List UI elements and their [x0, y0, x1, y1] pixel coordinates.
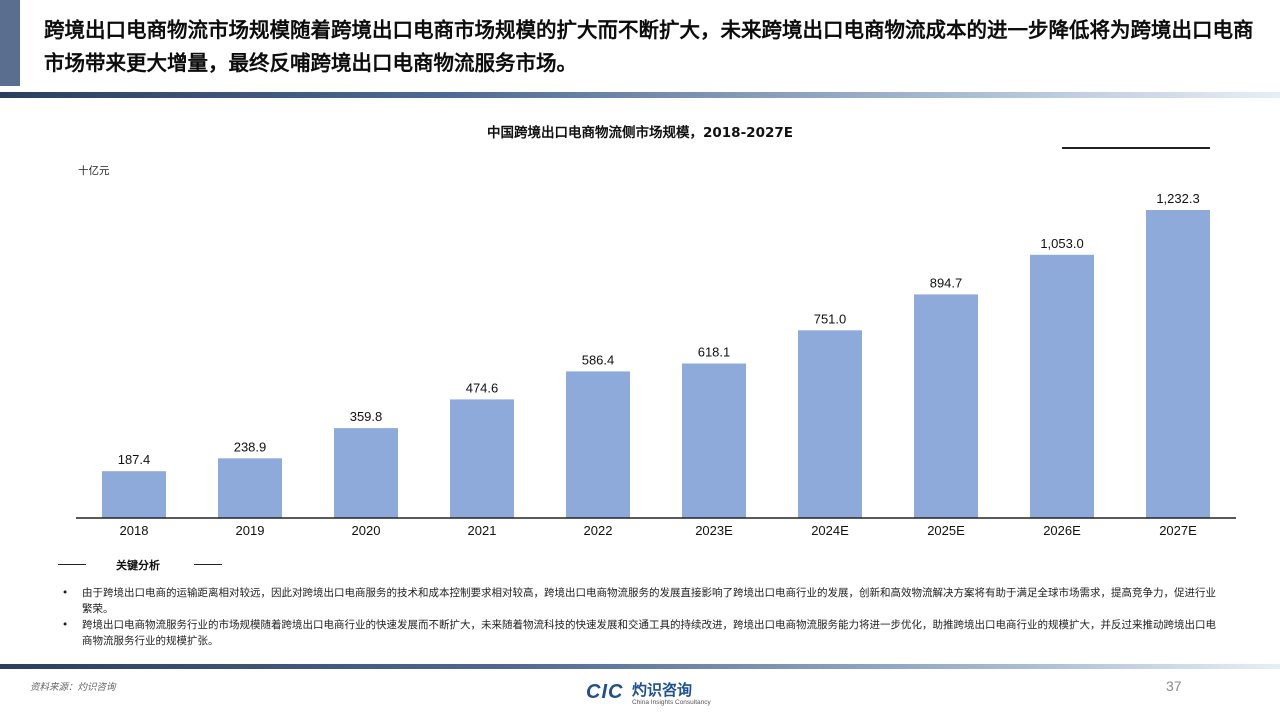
- bullet-dot-icon: •: [62, 619, 69, 631]
- bar-2025E: [914, 294, 978, 518]
- x-tick-label-2020: 2020: [352, 523, 381, 538]
- x-tick-label-2024E: 2024E: [811, 523, 849, 538]
- bar-2019: [218, 458, 282, 518]
- bar-2024E: [798, 330, 862, 518]
- analysis-bullet: • 跨境出口电商物流服务行业的市场规模随着跨境出口电商行业的快速发展而不断扩大，…: [62, 618, 1220, 649]
- data-label-2019: 238.9: [234, 439, 267, 454]
- chart-title-rule: [1062, 147, 1210, 149]
- data-label-2024E: 751.0: [814, 311, 847, 326]
- data-label-2018: 187.4: [118, 452, 151, 467]
- data-label-2021: 474.6: [466, 380, 499, 395]
- analysis-dash-right: [194, 564, 222, 565]
- data-label-2026E: 1,053.0: [1040, 236, 1083, 251]
- data-label-2020: 359.8: [350, 409, 383, 424]
- cic-logo-name: 灼识咨询: [632, 681, 693, 699]
- chart-title: 中国跨境出口电商物流侧市场规模，2018-2027E: [487, 125, 793, 141]
- cic-logo-mark: CIC: [586, 681, 624, 703]
- y-axis-unit-label: 十亿元: [78, 165, 110, 177]
- x-tick-label-2018: 2018: [120, 523, 149, 538]
- bar-2021: [450, 399, 514, 518]
- x-tick-label-2026E: 2026E: [1043, 523, 1081, 538]
- footer-divider: [0, 664, 1280, 669]
- analysis-bullet-text: 由于跨境出口电商的运输距离相对较远，因此对跨境出口电商服务的技术和成本控制要求相…: [82, 587, 1216, 615]
- bar-2018: [102, 471, 166, 518]
- analysis-heading: 关键分析: [116, 559, 160, 572]
- x-tick-label-2021: 2021: [468, 523, 497, 538]
- bar-chart: 187.4 2018 238.9 2019 359.8 2020 474.6 2021 586.…: [76, 191, 1236, 538]
- x-tick-label-2025E: 2025E: [927, 523, 965, 538]
- x-tick-label-2019: 2019: [236, 523, 265, 538]
- left-accent-bar: [0, 0, 20, 86]
- bar-2027E: [1146, 210, 1210, 518]
- bullet-dot-icon: •: [62, 587, 69, 599]
- page-title: 跨境出口电商物流市场规模随着跨境出口电商市场规模的扩大而不断扩大，未来跨境出口电…: [44, 18, 1254, 75]
- x-tick-label-2027E: 2027E: [1159, 523, 1197, 538]
- bar-2020: [334, 428, 398, 518]
- bar-2022: [566, 371, 630, 518]
- analysis-bullet: • 由于跨境出口电商的运输距离相对较远，因此对跨境出口电商服务的技术和成本控制要…: [62, 586, 1220, 617]
- data-label-2023E: 618.1: [698, 345, 731, 360]
- source-note: 资料来源：灼识咨询: [30, 682, 116, 693]
- cic-logo-subtitle: China Insights Consultancy: [632, 699, 711, 706]
- page-number: 37: [1166, 678, 1182, 694]
- data-label-2025E: 894.7: [930, 275, 963, 290]
- x-tick-label-2022: 2022: [584, 523, 613, 538]
- x-tick-label-2023E: 2023E: [695, 523, 733, 538]
- analysis-bullet-text: 跨境出口电商物流服务行业的市场规模随着跨境出口电商行业的快速发展而不断扩大，未来…: [82, 619, 1216, 647]
- header-divider: [0, 92, 1280, 98]
- cic-logo: CIC 灼识咨询 China Insights Consultancy: [586, 677, 716, 713]
- bar-2026E: [1030, 254, 1094, 519]
- analysis-list: • 由于跨境出口电商的运输距离相对较远，因此对跨境出口电商服务的技术和成本控制要…: [62, 586, 1220, 650]
- bar-2023E: [682, 363, 746, 518]
- data-label-2022: 586.4: [582, 352, 615, 367]
- analysis-dash-left: [58, 564, 86, 565]
- data-label-2027E: 1,232.3: [1156, 191, 1199, 206]
